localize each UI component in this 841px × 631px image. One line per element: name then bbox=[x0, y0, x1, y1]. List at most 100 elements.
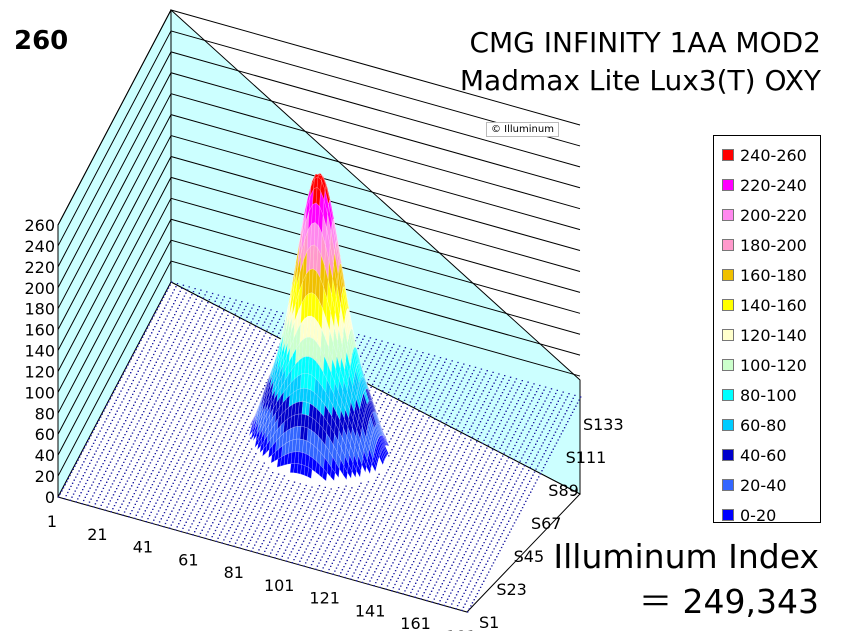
gridline bbox=[57, 72, 581, 289]
z-tick-label: 0 bbox=[45, 488, 55, 507]
surface-cell bbox=[366, 460, 371, 475]
legend-swatch bbox=[722, 359, 734, 371]
gridline bbox=[57, 218, 581, 435]
legend-label: 200-220 bbox=[740, 205, 807, 225]
x-tick-label: 121 bbox=[309, 589, 340, 608]
legend-item: 220-240 bbox=[714, 170, 820, 200]
gridline bbox=[57, 9, 581, 226]
legend-swatch bbox=[722, 179, 734, 191]
chart-title: CMG INFINITY 1AA MOD2 Madmax Lite Lux3(T… bbox=[460, 24, 821, 100]
legend-item: 60-80 bbox=[714, 410, 820, 440]
wall-gridlines bbox=[57, 9, 581, 477]
z-tick-label: 20 bbox=[35, 467, 55, 486]
legend-swatch bbox=[722, 479, 734, 491]
index-value: ＝ 249,343 bbox=[639, 582, 819, 621]
floor-dots bbox=[58, 281, 582, 613]
legend-item: 20-40 bbox=[714, 470, 820, 500]
z-tick-label: 260 bbox=[24, 216, 55, 235]
watermark: © Illuminum bbox=[486, 122, 559, 137]
legend-swatch bbox=[722, 269, 734, 281]
y-tick-label: S45 bbox=[514, 547, 545, 566]
illuminum-index: Illuminum Index ＝ 249,343 bbox=[553, 534, 819, 624]
x-tick-label: 41 bbox=[133, 538, 153, 557]
gridline bbox=[57, 93, 581, 309]
x-tick-label: 161 bbox=[400, 614, 431, 631]
legend-label: 60-80 bbox=[740, 415, 787, 435]
surface-cell bbox=[347, 463, 353, 479]
legend-item: 0-20 bbox=[714, 500, 820, 530]
surface-cell bbox=[379, 453, 384, 466]
gridline bbox=[57, 176, 581, 393]
legend-item: 180-200 bbox=[714, 230, 820, 260]
gridline bbox=[57, 260, 581, 477]
x-axis-ticks: 121416181101121141161181 bbox=[47, 512, 476, 631]
gridline bbox=[57, 114, 581, 330]
legend-item: 40-60 bbox=[714, 440, 820, 470]
legend-swatch bbox=[722, 419, 734, 431]
beam-surface bbox=[248, 172, 390, 482]
legend-swatch bbox=[722, 299, 734, 311]
gridline bbox=[57, 197, 581, 414]
legend-label: 120-140 bbox=[740, 325, 807, 345]
z-tick-label: 180 bbox=[24, 300, 55, 319]
z-tick-label: 120 bbox=[24, 362, 55, 381]
title-line-1: CMG INFINITY 1AA MOD2 bbox=[469, 26, 821, 59]
legend-item: 160-180 bbox=[714, 260, 820, 290]
legend-item: 120-140 bbox=[714, 320, 820, 350]
surface-cell bbox=[361, 457, 367, 474]
surface-cell bbox=[371, 458, 377, 473]
surface-cell bbox=[356, 462, 362, 478]
surface-cell bbox=[330, 467, 336, 482]
legend-swatch bbox=[722, 509, 734, 521]
z-tick-label: 100 bbox=[24, 383, 55, 402]
legend-label: 100-120 bbox=[740, 355, 807, 375]
legend-swatch bbox=[722, 389, 734, 401]
gridline bbox=[57, 239, 581, 456]
z-tick-label: 160 bbox=[24, 321, 55, 340]
x-tick-label: 1 bbox=[47, 512, 57, 531]
y-tick-label: S111 bbox=[566, 448, 607, 467]
legend-swatch bbox=[722, 149, 734, 161]
legend-item: 140-160 bbox=[714, 290, 820, 320]
legend-item: 80-100 bbox=[714, 380, 820, 410]
surface-cell bbox=[307, 467, 313, 479]
x-tick-label: 141 bbox=[355, 601, 386, 620]
surface-cell bbox=[334, 462, 340, 479]
legend-swatch bbox=[722, 239, 734, 251]
y-tick-label: S89 bbox=[548, 481, 579, 500]
index-label: Illuminum Index bbox=[553, 537, 819, 576]
legend-label: 160-180 bbox=[740, 265, 807, 285]
legend-label: 140-160 bbox=[740, 295, 807, 315]
z-tick-label: 60 bbox=[35, 425, 55, 444]
title-line-2: Madmax Lite Lux3(T) OXY bbox=[459, 64, 821, 97]
surface-cell bbox=[351, 462, 357, 479]
z-tick-label: 200 bbox=[24, 279, 55, 298]
legend-label: 220-240 bbox=[740, 175, 807, 195]
y-tick-label: S1 bbox=[479, 613, 499, 631]
legend-swatch bbox=[722, 449, 734, 461]
x-tick-label: 101 bbox=[264, 576, 295, 595]
y-tick-label: S23 bbox=[496, 580, 527, 599]
z-tick-label: 240 bbox=[24, 237, 55, 256]
z-tick-label: 220 bbox=[24, 258, 55, 277]
legend-item: 100-120 bbox=[714, 350, 820, 380]
y-axis-ticks: S1 S23 S45 S67 S89 S111 S133 bbox=[479, 415, 624, 631]
peak-value: 260 bbox=[14, 26, 69, 56]
gridline bbox=[57, 134, 581, 351]
legend: 240-260 220-240 200-220 180-200 160-180 140-1… bbox=[713, 135, 821, 525]
floor-texture bbox=[58, 281, 582, 613]
legend-item: 200-220 bbox=[714, 200, 820, 230]
legend-label: 0-20 bbox=[740, 505, 777, 525]
surface-cell bbox=[342, 465, 348, 481]
legend-label: 20-40 bbox=[740, 475, 787, 495]
z-tick-label: 140 bbox=[24, 342, 55, 361]
gridline bbox=[57, 51, 581, 268]
z-tick-label: 80 bbox=[35, 404, 55, 423]
surface-cell bbox=[322, 468, 328, 482]
legend-label: 240-260 bbox=[740, 145, 807, 165]
legend-item: 240-260 bbox=[714, 140, 820, 170]
legend-label: 40-60 bbox=[740, 445, 787, 465]
y-tick-label: S133 bbox=[583, 415, 624, 434]
